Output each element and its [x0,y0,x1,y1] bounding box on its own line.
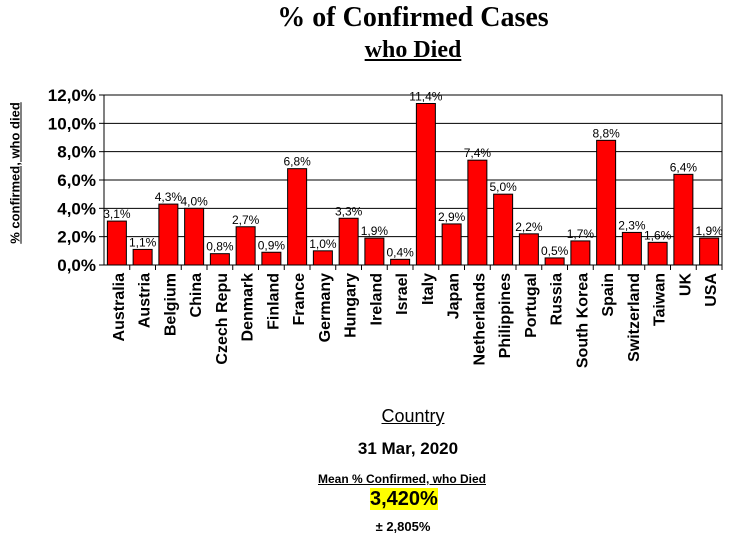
std-value: ± 2,805% [375,519,431,534]
x-tick-label: USA [703,273,720,307]
data-label: 1,6% [644,228,672,242]
y-tick-label: 2,0% [57,228,96,247]
x-tick-label: Czech Repu [214,273,231,365]
x-tick-label: Philippines [497,273,514,358]
y-tick-label: 8,0% [57,143,96,162]
data-label: 5,0% [489,180,517,194]
bar [415,103,436,266]
bar [261,251,282,266]
x-tick-label: Spain [600,273,617,317]
x-tick-label: Italy [420,273,437,305]
x-tick-label: Israel [394,273,411,315]
data-label: 6,4% [670,160,698,174]
bar [596,139,617,266]
bar [493,193,514,266]
x-tick-label: China [188,273,205,318]
bar [132,248,153,266]
data-label: 11,4% [409,90,442,104]
mean-value: 3,420% [370,488,438,511]
bar [364,237,385,266]
x-tick-label: Portugal [523,273,540,338]
bar [184,207,205,266]
data-label: 3,1% [103,207,131,221]
y-tick-label: 10,0% [48,114,96,133]
x-tick-label: Denmark [240,273,257,342]
data-label: 1,9% [361,224,389,238]
mean-value-highlight: 3,420% [370,488,438,510]
bar [570,240,591,266]
x-tick-label: Switzerland [626,273,643,362]
x-tick-label: Japan [446,273,463,319]
bar [621,231,642,266]
data-label: 0,9% [258,238,286,252]
date-label: 31 Mar, 2020 [357,439,459,458]
data-label: 1,1% [129,235,157,249]
x-tick-label: Russia [549,273,566,326]
bar [106,220,127,266]
x-tick-label: Austria [137,273,154,328]
data-label: 3,3% [335,204,363,218]
bar [235,226,256,266]
data-label: 8,8% [592,126,620,140]
y-tick-label: 4,0% [57,199,96,218]
bar [390,258,411,266]
x-tick-label: Belgium [162,273,179,336]
data-label: 1,7% [567,227,595,241]
data-label: 2,3% [618,218,646,232]
data-label: 0,8% [206,240,234,254]
x-tick-label: Hungary [343,273,360,338]
bar [699,237,720,266]
y-tick-label: 0,0% [57,256,96,275]
data-label: 4,0% [180,194,208,208]
data-label: 2,2% [515,220,543,234]
data-label: 0,5% [541,244,569,258]
bar [441,223,462,266]
x-tick-label: France [291,273,308,326]
bar [209,253,230,266]
x-tick-label: South Korea [574,273,591,368]
bar [544,257,565,266]
data-label: 1,9% [695,224,723,238]
data-label: 6,8% [283,155,311,169]
y-tick-label: 6,0% [57,171,96,190]
bar-chart: 0,0% 2,0% 4,0% 6,0% 8,0% 10,0% 12,0% 3,1% Austra… [48,86,723,368]
bar [287,168,308,266]
bar [518,233,539,266]
chart-title: % of Confirmed Cases [277,2,549,33]
x-tick-label: Finland [265,273,282,330]
chart-subtitle: who Died [364,37,462,63]
x-tick-label: Taiwan [652,273,669,326]
data-label: 4,3% [155,190,183,204]
x-tick-label: UK [677,273,694,297]
x-tick-label: Germany [317,273,334,342]
x-axis-title: Country [381,406,445,426]
data-label: 0,4% [386,245,414,259]
data-label: 7,4% [464,146,492,160]
bar [467,159,488,266]
bar [312,250,333,266]
y-tick-label: 12,0% [48,86,96,105]
bar [158,203,179,266]
data-label: 2,9% [438,210,466,224]
data-label: 1,0% [309,237,337,251]
bar [673,173,694,266]
x-tick-label: Australia [111,273,128,342]
bar [338,217,359,266]
x-tick-label: Ireland [368,273,385,325]
x-tick-label: Netherlands [471,273,488,366]
data-label: 2,7% [232,213,260,227]
mean-label: Mean % Confirmed, who Died [317,472,486,486]
bar [647,241,668,266]
